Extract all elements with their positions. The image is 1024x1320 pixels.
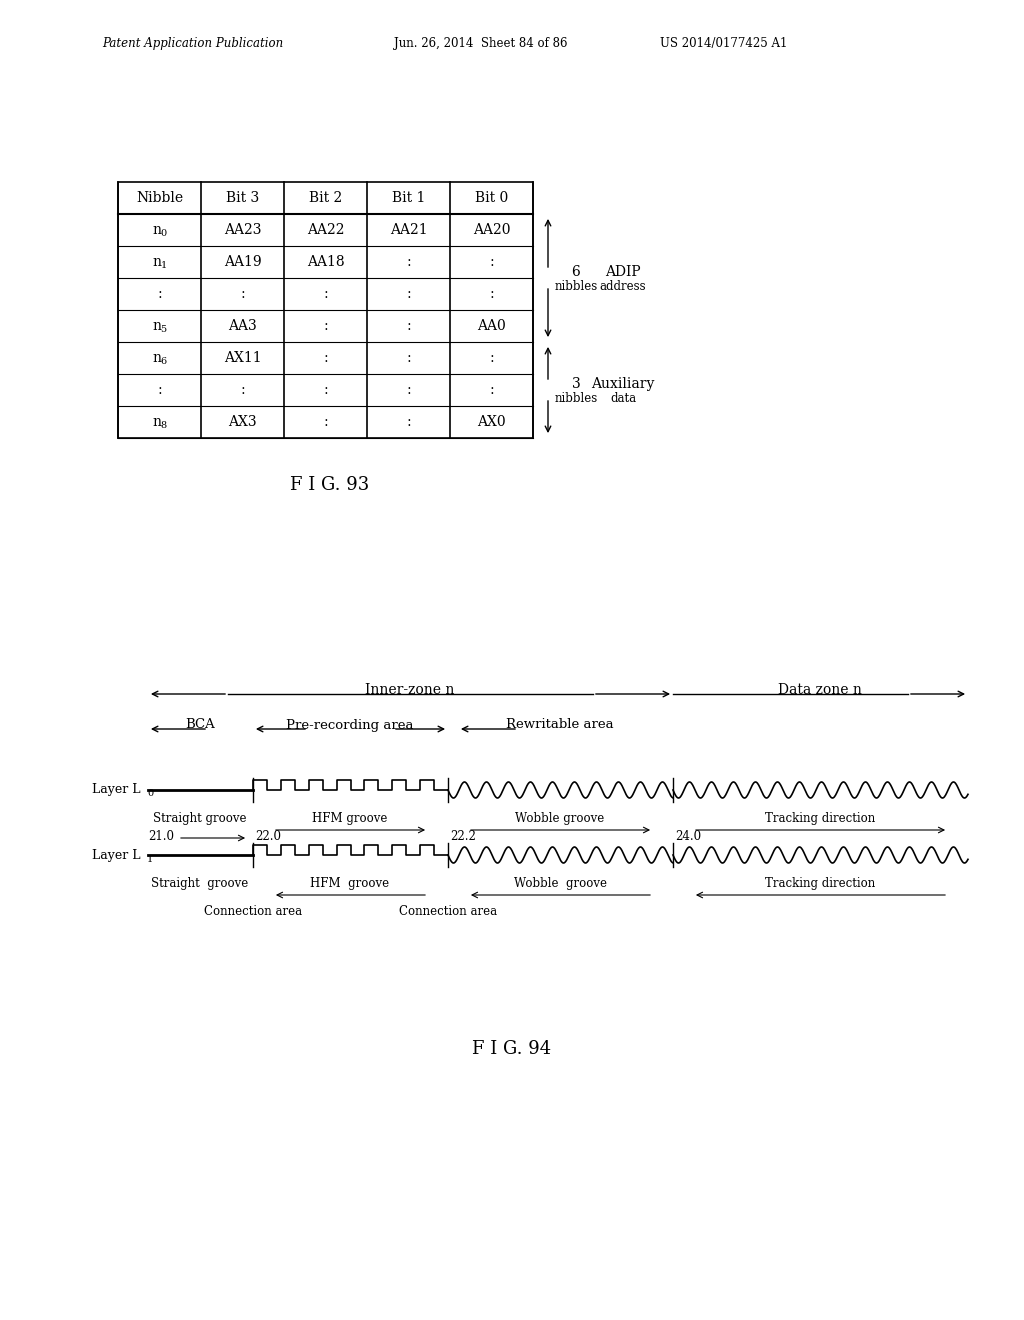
Text: Tracking direction: Tracking direction (765, 812, 876, 825)
Text: ADIP: ADIP (605, 265, 641, 279)
Bar (118, 182, 534, 438)
Text: F I G. 94: F I G. 94 (472, 1040, 552, 1059)
Text: :: : (324, 351, 328, 366)
Text: n: n (152, 351, 161, 366)
Text: :: : (158, 286, 162, 301)
Text: HFM groove: HFM groove (312, 812, 388, 825)
Text: Straight groove: Straight groove (154, 812, 247, 825)
Text: n: n (152, 223, 161, 238)
Text: Bit 0: Bit 0 (475, 191, 508, 205)
Text: 22.2: 22.2 (450, 830, 476, 843)
Text: Pre-recording area: Pre-recording area (287, 718, 414, 731)
Text: 0: 0 (161, 228, 167, 238)
Text: AA21: AA21 (390, 223, 427, 238)
Text: AA0: AA0 (477, 319, 506, 333)
Text: :: : (324, 286, 328, 301)
Text: 1: 1 (161, 260, 167, 269)
Text: Straight  groove: Straight groove (152, 876, 249, 890)
Text: HFM  groove: HFM groove (310, 876, 389, 890)
Text: AA23: AA23 (224, 223, 261, 238)
Text: Wobble  groove: Wobble groove (513, 876, 606, 890)
Text: Jun. 26, 2014  Sheet 84 of 86: Jun. 26, 2014 Sheet 84 of 86 (394, 37, 567, 50)
Text: 1: 1 (147, 854, 154, 863)
Text: Wobble groove: Wobble groove (515, 812, 604, 825)
Text: Auxiliary: Auxiliary (591, 378, 654, 391)
Text: F I G. 93: F I G. 93 (291, 477, 370, 494)
Text: 21.0: 21.0 (148, 830, 174, 843)
Text: AA19: AA19 (223, 255, 261, 269)
Text: Bit 3: Bit 3 (226, 191, 259, 205)
Text: :: : (489, 255, 494, 269)
Text: :: : (241, 383, 245, 397)
Text: AX0: AX0 (477, 414, 506, 429)
Text: Layer L: Layer L (91, 849, 140, 862)
Text: US 2014/0177425 A1: US 2014/0177425 A1 (660, 37, 787, 50)
Text: :: : (407, 255, 411, 269)
Text: BCA: BCA (185, 718, 215, 731)
Text: Nibble: Nibble (136, 191, 183, 205)
Text: 6: 6 (571, 265, 581, 279)
Text: n: n (152, 414, 161, 429)
Text: AA20: AA20 (473, 223, 510, 238)
Text: Data zone n: Data zone n (778, 682, 862, 697)
Text: Bit 2: Bit 2 (309, 191, 342, 205)
Text: :: : (407, 414, 411, 429)
Text: :: : (489, 351, 494, 366)
Text: n: n (152, 319, 161, 333)
Text: 6: 6 (161, 356, 167, 366)
Text: AX11: AX11 (223, 351, 261, 366)
Text: n: n (152, 255, 161, 269)
Text: Rewritable area: Rewritable area (506, 718, 613, 731)
Text: :: : (407, 319, 411, 333)
Text: :: : (241, 286, 245, 301)
Text: :: : (407, 351, 411, 366)
Text: :: : (324, 383, 328, 397)
Text: Connection area: Connection area (399, 906, 497, 917)
Text: 5: 5 (161, 325, 167, 334)
Text: 22.0: 22.0 (255, 830, 281, 843)
Text: :: : (489, 383, 494, 397)
Text: Connection area: Connection area (204, 906, 302, 917)
Text: 3: 3 (571, 378, 581, 391)
Text: 0: 0 (147, 789, 154, 799)
Text: Tracking direction: Tracking direction (765, 876, 876, 890)
Text: :: : (407, 286, 411, 301)
Text: :: : (324, 414, 328, 429)
Text: AA3: AA3 (228, 319, 257, 333)
Text: Layer L: Layer L (91, 784, 140, 796)
Text: nibbles: nibbles (554, 280, 598, 293)
Text: AA18: AA18 (306, 255, 344, 269)
Text: nibbles: nibbles (554, 392, 598, 404)
Text: 24.0: 24.0 (675, 830, 701, 843)
Text: :: : (158, 383, 162, 397)
Text: address: address (600, 280, 646, 293)
Text: Patent Application Publication: Patent Application Publication (102, 37, 284, 50)
Text: AX3: AX3 (228, 414, 257, 429)
Text: :: : (407, 383, 411, 397)
Text: AA22: AA22 (307, 223, 344, 238)
Text: :: : (324, 319, 328, 333)
Text: data: data (610, 392, 636, 404)
Text: 8: 8 (161, 421, 167, 429)
Text: Inner-zone n: Inner-zone n (366, 682, 455, 697)
Text: :: : (489, 286, 494, 301)
Text: Bit 1: Bit 1 (392, 191, 425, 205)
